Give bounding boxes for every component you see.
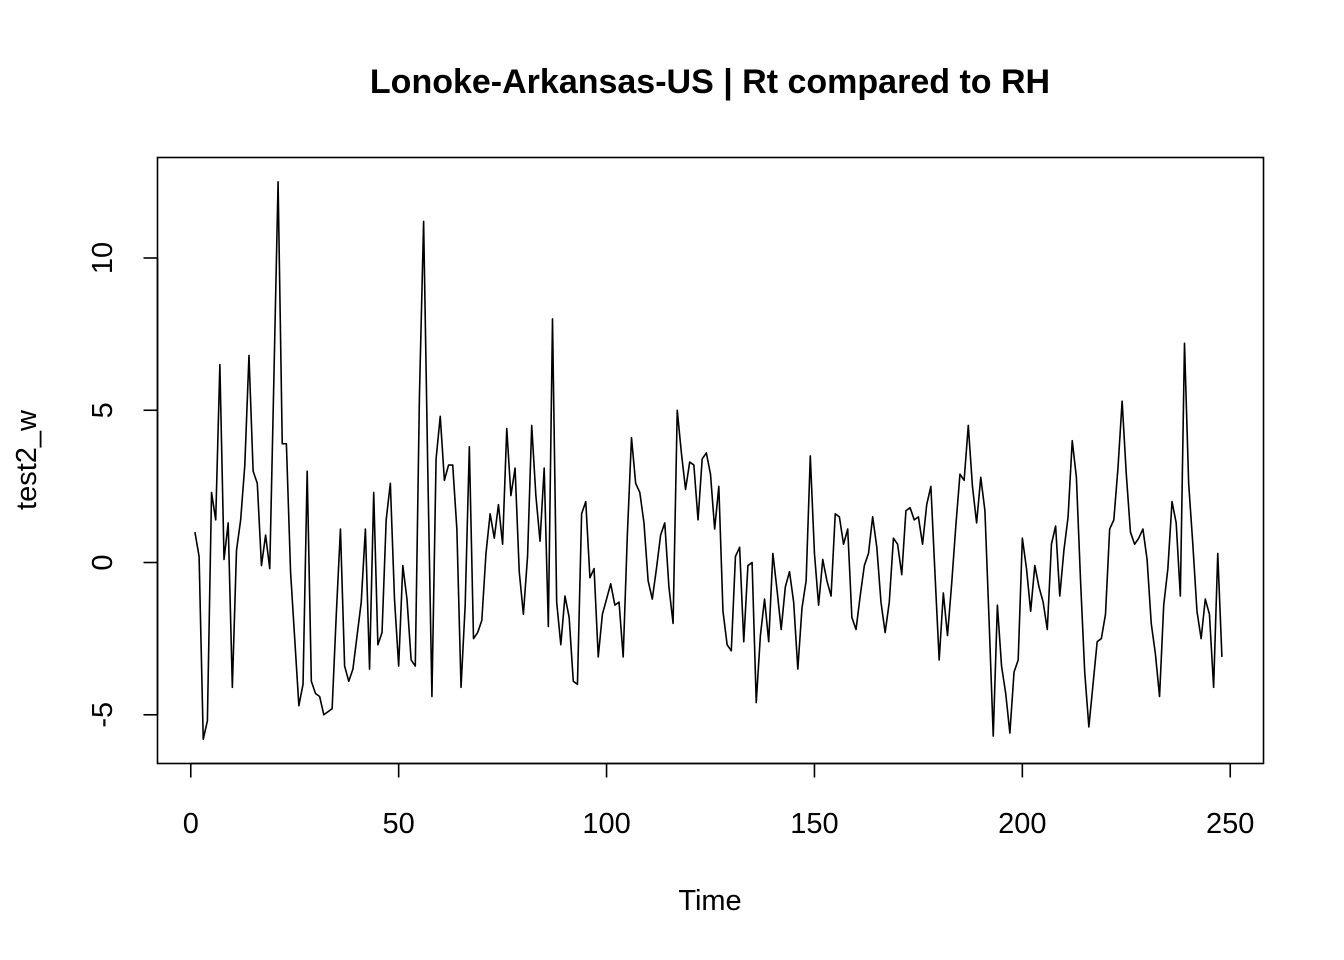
y-axis: -5 0 5 10 (87, 242, 159, 728)
x-axis-label: Time (678, 885, 741, 917)
x-tick-label: 150 (790, 808, 838, 840)
x-tick-label: 0 (183, 808, 199, 840)
x-axis: 0 50 100 150 200 250 (183, 762, 1254, 840)
x-tick-label: 100 (582, 808, 630, 840)
x-tick-label: 250 (1206, 808, 1254, 840)
chart-title: Lonoke-Arkansas-US | Rt compared to RH (370, 63, 1050, 101)
y-tick-label: 5 (87, 402, 119, 418)
y-tick-label: 0 (87, 554, 119, 570)
y-tick-label: 10 (87, 242, 119, 274)
series-group (194, 181, 1223, 740)
series-line (194, 181, 1223, 740)
y-tick-label: -5 (87, 702, 119, 728)
y-axis-label: test2_w (11, 409, 43, 510)
x-tick-label: 200 (998, 808, 1046, 840)
x-tick-label: 50 (383, 808, 415, 840)
